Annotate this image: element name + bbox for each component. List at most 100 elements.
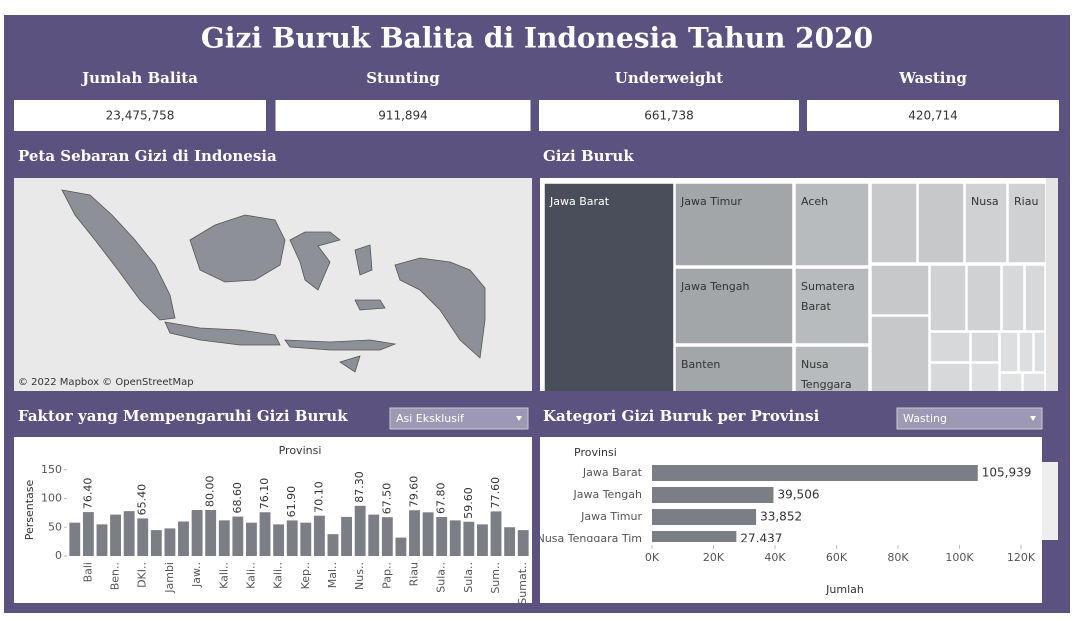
bar [368,514,380,556]
chart-panel [540,437,1042,603]
y-axis-title: Persentase [23,479,36,540]
bar [259,512,271,556]
value-label: 68.60 [231,482,244,514]
bar [273,524,285,556]
value-label: 59.60 [462,487,475,519]
bar [652,509,757,525]
y-tick-label: 50 [48,520,62,533]
bar [327,534,339,556]
treemap-cell [674,345,794,391]
x-tick-label: Ben.. [109,562,122,590]
x-tick-label: Bali [81,562,94,582]
treemap-cell [970,362,1000,391]
value-label: 65.40 [136,484,149,516]
bar [137,518,149,556]
kpi-value: 420,714 [908,109,958,123]
treemap-cell [970,331,1000,363]
kpi-label: Wasting [898,69,967,87]
filter-dropdown[interactable]: Wasting [896,407,1043,430]
treemap-cell [999,331,1019,373]
value-label: 61.90 [285,486,298,518]
value-label: 87.30 [353,471,366,503]
x-tick-label: Jambi [163,562,176,594]
treemap-cell [929,264,967,332]
y-tick-label: Jawa Timur [580,510,642,523]
y-tick-label: 0 [55,549,62,562]
y-tick-label: Jawa Tengah [572,488,642,501]
x-tick-label: 80K [887,551,909,564]
bar [504,527,516,556]
kpi-label: Jumlah Balita [80,69,198,87]
x-tick-label: Nus.. [353,562,366,590]
bar [300,522,312,556]
value-label: 79.60 [408,476,421,508]
treemap-cell [674,182,794,267]
bar [82,512,94,556]
dropdown-arrow[interactable] [516,416,522,421]
bar [164,528,176,556]
bar [232,516,244,556]
x-tick-label: Sum.. [489,562,502,594]
map-attribution: © 2022 Mapbox © OpenStreetMap [18,377,194,388]
bar [341,516,352,556]
dropdown-box[interactable] [389,407,529,430]
filter-dropdown[interactable]: Asi Eksklusif [389,407,529,430]
dropdown-arrow[interactable] [1030,416,1036,421]
kpi-value: 23,475,758 [106,109,175,123]
treemap-title: Gizi Buruk [543,147,634,165]
treemap-cell [794,182,870,267]
value-label: 77.60 [489,477,502,509]
x-tick-label: 20K [703,551,725,564]
map-islands [61,189,486,373]
scrollbar[interactable] [1042,462,1058,540]
x-tick-label: 120K [1007,551,1036,564]
bar [313,515,325,556]
treemap-cell [543,182,675,391]
bar [150,530,162,556]
x-tick-label: 0K [645,551,660,564]
treemap-cell [999,372,1023,391]
x-tick-label: Kep.. [299,562,312,589]
bar [69,522,81,556]
bar [110,514,121,556]
bar [246,522,257,556]
treemap-label: Sumatera Barat [801,280,855,313]
x-tick-label: 60K [826,551,848,564]
value-label: 33,852 [760,510,802,524]
dropdown-value[interactable]: Wasting [903,412,947,425]
value-label: 76.40 [81,478,94,510]
dropdown-box[interactable] [896,407,1043,430]
x-tick-label: 40K [764,551,786,564]
treemap-label: Nusa [971,195,999,208]
kpi-label: Underweight [615,69,723,87]
treemap-label: Nusa Tenggara [800,358,852,391]
bar [205,510,217,556]
treemap-cell [794,345,870,391]
treemap-cell [1007,182,1047,264]
treemap-cell [929,331,971,363]
treemap-cell [870,182,918,264]
bar [218,520,230,556]
bar [178,521,189,556]
kpi-box [14,100,266,131]
bar [409,510,420,556]
value-label: 76.10 [258,478,271,510]
kpi-box [539,100,799,131]
scrollbar[interactable] [1046,178,1058,391]
bar [436,517,448,556]
dropdown-value[interactable]: Asi Eksklusif [396,412,465,425]
treemap-cell [1001,264,1025,332]
treemap-cell [1033,331,1046,373]
treemap-cell [1018,331,1034,373]
x-tick-label: Sumat.. [516,562,529,605]
treemap-label: Banten [681,358,720,371]
kpi-box [275,100,531,131]
bar-rows: Jawa Barat 105,939 Jawa Tengah 39,506 Jawa T… [540,465,1031,546]
value-label: 39,506 [777,488,819,502]
value-label: 27,437 [740,532,782,546]
value-label: 67.50 [380,483,393,515]
map-title: Peta Sebaran Gizi di Indonesia [18,147,277,165]
y-tick-label: Jawa Barat [582,466,643,479]
